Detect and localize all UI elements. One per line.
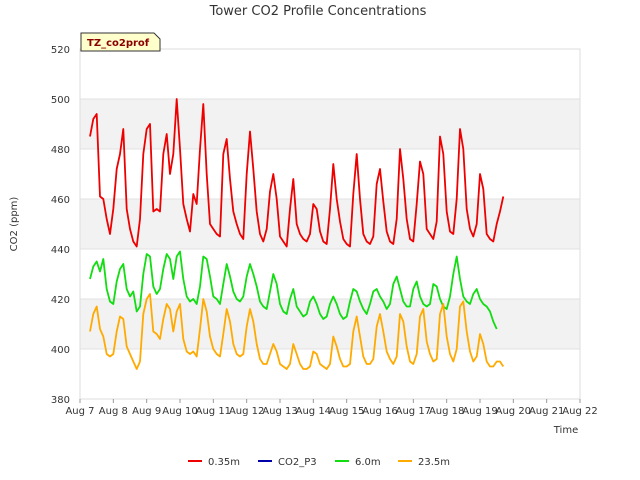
legend-label: 0.35m — [208, 457, 240, 468]
x-tick-label: Aug 19 — [462, 406, 497, 417]
site-badge-label: TZ_co2prof — [87, 38, 150, 49]
y-tick-label: 420 — [51, 295, 70, 306]
series-lines — [89, 98, 505, 370]
site-badge: TZ_co2prof — [80, 32, 161, 52]
y-tick-label: 500 — [51, 95, 70, 106]
legend-label: CO2_P3 — [278, 457, 317, 468]
series-line-6.0m — [89, 250, 498, 330]
y-axis-label: CO2 (ppm) — [9, 197, 20, 252]
legend-label: 23.5m — [418, 457, 450, 468]
y-tick-label: 520 — [51, 45, 70, 56]
y-tick-label: 400 — [51, 345, 70, 356]
plot-frame — [79, 48, 581, 400]
x-tick-label: Aug 15 — [329, 406, 364, 417]
y-tick-label: 380 — [51, 395, 70, 406]
x-tick-label: Aug 16 — [362, 406, 397, 417]
x-tick-label: Aug 17 — [396, 406, 431, 417]
x-tick-label: Aug 8 — [99, 406, 128, 417]
y-tick-label: 480 — [51, 145, 70, 156]
x-tick-label: Aug 14 — [296, 406, 331, 417]
series-line-0.35m — [89, 98, 505, 248]
chart-title: Tower CO2 Profile Concentrations — [209, 4, 427, 19]
x-tick-label: Aug 7 — [65, 406, 94, 417]
series-line-23.5m — [89, 293, 505, 370]
x-tick-label: Aug 10 — [162, 406, 197, 417]
x-tick-label: Aug 13 — [262, 406, 297, 417]
x-tick-label: Aug 20 — [496, 406, 531, 417]
x-tick-label: Aug 9 — [132, 406, 161, 417]
y-tick-label: 440 — [51, 245, 70, 256]
x-axis-label: Time — [553, 425, 578, 436]
y-tick-label: 460 — [51, 195, 70, 206]
legend-label: 6.0m — [355, 457, 381, 468]
grid-bands — [80, 48, 580, 400]
x-tick-label: Aug 12 — [229, 406, 264, 417]
x-tick-label: Aug 18 — [429, 406, 464, 417]
y-axis-ticks: 380 400 420 440 460 480 500 520 — [51, 45, 70, 406]
x-tick-label: Aug 11 — [196, 406, 231, 417]
legend: 0.35m CO2_P3 6.0m 23.5m — [188, 457, 450, 468]
x-tick-label: Aug 21 — [529, 406, 564, 417]
grid-band — [80, 99, 580, 149]
x-tick-label: Aug 22 — [562, 406, 597, 417]
